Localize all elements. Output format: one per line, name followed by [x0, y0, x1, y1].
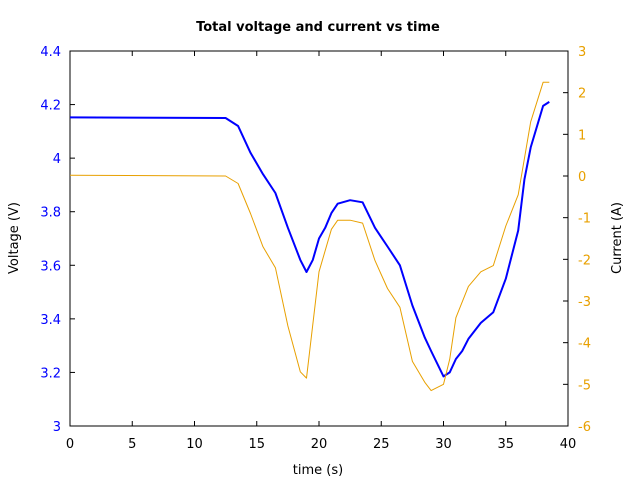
- right-y-tick-label: -1: [578, 212, 591, 227]
- right-y-tick-label: 2: [578, 87, 586, 102]
- x-tick-label: 25: [373, 437, 390, 452]
- x-tick-label: 30: [435, 437, 452, 452]
- left-y-tick-label: 3.4: [40, 313, 61, 328]
- chart-title: Total voltage and current vs time: [196, 20, 440, 35]
- x-tick-label: 0: [66, 437, 74, 452]
- left-y-tick-label: 3.8: [40, 206, 61, 221]
- x-tick-label: 40: [560, 437, 577, 452]
- left-y-tick-label: 4.4: [40, 45, 61, 60]
- right-y-tick-label: 3: [578, 45, 586, 60]
- left-y-tick-label: 3: [53, 420, 61, 435]
- current-series-line: [69, 81, 550, 392]
- x-tick-label: 10: [186, 437, 203, 452]
- right-y-tick-label: -5: [578, 378, 591, 393]
- right-y-tick-label: -4: [578, 337, 591, 352]
- left-y-axis-label: Voltage (V): [7, 202, 22, 274]
- right-y-tick-label: -2: [578, 253, 591, 268]
- x-tick-label: 35: [497, 437, 514, 452]
- left-y-tick-label: 3.2: [40, 366, 61, 381]
- left-y-tick-label: 4: [53, 152, 61, 167]
- right-y-tick-label: 0: [578, 170, 586, 185]
- x-tick-label: 15: [248, 437, 265, 452]
- right-y-tick-label: 1: [578, 128, 586, 143]
- left-y-tick-label: 3.6: [40, 259, 61, 274]
- right-y-tick-label: -3: [578, 295, 591, 310]
- right-y-tick-label: -6: [578, 420, 591, 435]
- left-y-tick-label: 4.2: [40, 99, 61, 114]
- plot-area: 0 5 10 15 20 25 30 35 4033.23.43.63.844.24.4-6-5…: [40, 45, 591, 452]
- x-axis-label: time (s): [293, 463, 343, 478]
- right-y-axis-label: Current (A): [610, 202, 625, 274]
- voltage-series-line: [69, 101, 550, 378]
- x-tick-label: 5: [128, 437, 136, 452]
- x-tick-label: 20: [311, 437, 328, 452]
